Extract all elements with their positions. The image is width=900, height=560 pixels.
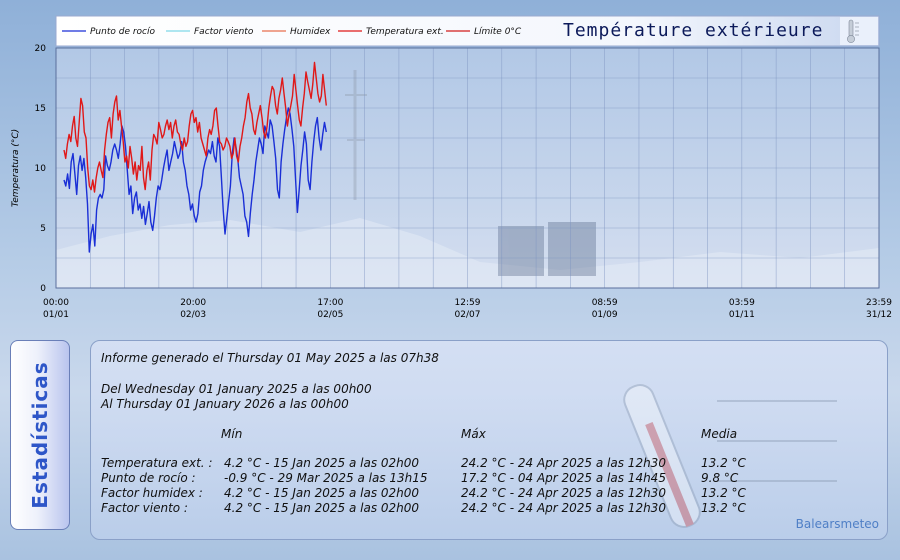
legend-entry: Temperatura ext. <box>366 27 444 37</box>
x-tick-time: 03:59 <box>729 298 755 308</box>
plot-border <box>55 47 880 289</box>
row-max: 24.2 °C - 24 Apr 2025 a las 12h30 <box>461 501 666 515</box>
chart-legend: Punto de rocío Factor viento Humidex Temper… <box>62 27 522 37</box>
chart-series <box>63 61 327 253</box>
stats-tab[interactable]: Estadísticas <box>10 340 70 530</box>
brand-label: Balearsmeteo <box>795 517 879 531</box>
row-max: 17.2 °C - 04 Apr 2025 a las 14h45 <box>461 471 666 485</box>
y-tick-label: 0 <box>40 284 46 294</box>
row-label: Temperatura ext. : <box>101 456 213 470</box>
y-axis-labels: 0 5 10 15 20 <box>35 44 47 294</box>
stats-tab-label: Estadísticas <box>28 361 52 509</box>
temperature-chart: 0 5 10 15 20 00:00 01/01 20:00 02/03 17:00 02/05 1… <box>11 15 892 320</box>
report-generated-line: Informe generado el Thursday 01 May 2025… <box>101 351 439 365</box>
row-avg: 13.2 °C <box>701 486 746 500</box>
x-tick-date: 02/07 <box>455 310 481 320</box>
x-tick-date: 01/09 <box>592 310 618 320</box>
x-tick-date: 31/12 <box>866 310 892 320</box>
series-line <box>63 61 327 193</box>
y-tick-label: 15 <box>35 104 46 114</box>
x-tick-time: 08:59 <box>592 298 618 308</box>
legend-entry: Límite 0°C <box>474 27 522 37</box>
row-avg: 13.2 °C <box>701 456 746 470</box>
y-axis-title: Temperatura (°C) <box>11 129 21 207</box>
row-min: 4.2 °C - 15 Jan 2025 a las 02h00 <box>224 486 420 500</box>
series-line <box>63 107 327 253</box>
legend-entry: Factor viento <box>194 27 254 37</box>
x-axis-labels: 00:00 01/01 20:00 02/03 17:00 02/05 12:59 02/07… <box>43 298 892 320</box>
row-max: 24.2 °C - 24 Apr 2025 a las 12h30 <box>461 486 666 500</box>
y-tick-label: 10 <box>35 164 47 174</box>
row-avg: 9.8 °C <box>701 471 739 485</box>
x-tick-time: 23:59 <box>866 298 892 308</box>
row-min: -0.9 °C - 29 Mar 2025 a las 13h15 <box>224 471 428 485</box>
period-to-line: Al Thursday 01 January 2026 a las 00h00 <box>101 397 349 411</box>
y-tick-label: 5 <box>40 224 46 234</box>
row-label: Factor humidex : <box>101 486 203 500</box>
header-min: Mín <box>221 427 243 441</box>
row-avg: 13.2 °C <box>701 501 746 515</box>
x-tick-time: 17:00 <box>317 298 343 308</box>
background-antenna <box>345 70 367 200</box>
header-avg: Media <box>701 427 738 441</box>
x-tick-time: 20:00 <box>180 298 206 308</box>
x-tick-date: 01/01 <box>43 310 69 320</box>
row-min: 4.2 °C - 15 Jan 2025 a las 02h00 <box>224 501 420 515</box>
row-label: Factor viento : <box>101 501 188 515</box>
x-tick-time: 00:00 <box>43 298 69 308</box>
thermometer-icon <box>840 17 878 45</box>
y-tick-label: 20 <box>35 44 47 54</box>
legend-entry: Humidex <box>290 27 331 37</box>
header-max: Máx <box>461 427 486 441</box>
chart-title: Température extérieure <box>563 20 823 41</box>
x-tick-time: 12:59 <box>455 298 481 308</box>
thermometer-icon <box>623 384 837 528</box>
stats-panel: Informe generado el Thursday 01 May 2025… <box>90 340 888 540</box>
legend-entry: Punto de rocío <box>90 27 155 37</box>
row-min: 4.2 °C - 15 Jan 2025 a las 02h00 <box>224 456 420 470</box>
x-tick-date: 01/11 <box>729 310 755 320</box>
row-label: Punto de rocío : <box>101 471 196 485</box>
x-tick-date: 02/05 <box>317 310 343 320</box>
x-tick-date: 02/03 <box>180 310 206 320</box>
row-max: 24.2 °C - 24 Apr 2025 a las 12h30 <box>461 456 666 470</box>
period-from-line: Del Wednesday 01 January 2025 a las 00h0… <box>101 382 372 396</box>
